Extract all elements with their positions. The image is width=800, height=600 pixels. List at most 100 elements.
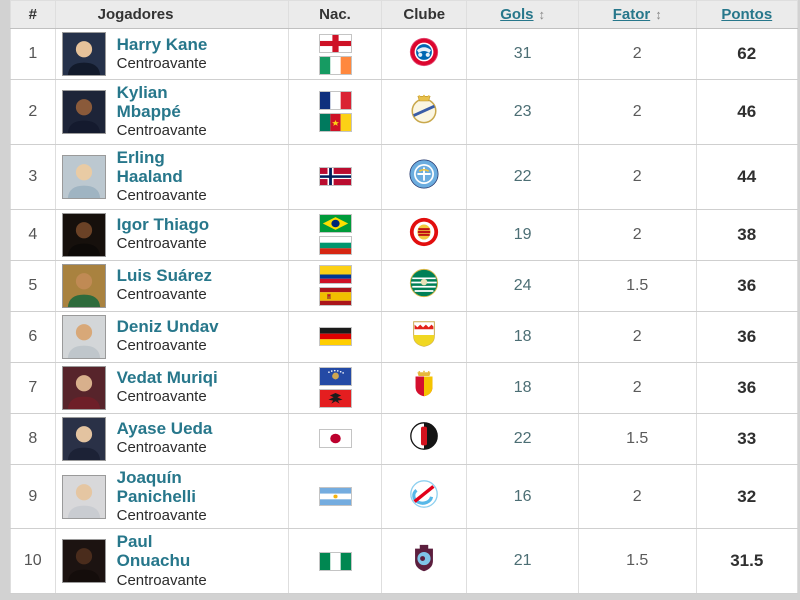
player-row: 1 Harry Kane Centroavante	[10, 28, 799, 80]
points-cell: 44	[695, 143, 799, 210]
flag-list	[293, 429, 377, 449]
player-position: Centroavante	[116, 286, 207, 304]
factor-cell: 2	[577, 463, 697, 530]
player-position: Centroavante	[116, 235, 207, 253]
player-name-link[interactable]: Paul Onuachu	[116, 532, 191, 571]
goals-cell: 21	[466, 528, 579, 595]
flag-list	[293, 265, 377, 307]
flag-list	[293, 214, 377, 256]
player-cell: Luis Suárez Centroavante	[54, 259, 289, 312]
club-cell	[381, 412, 468, 465]
player-photo	[61, 32, 106, 76]
club-badge-sporting-cp-icon	[408, 267, 440, 299]
flag-list	[293, 367, 377, 409]
points-value: 46	[737, 101, 757, 121]
rank-value: 7	[28, 378, 38, 396]
player-row: 5 Luis Suárez Centroavante	[10, 259, 799, 312]
player-row: 7 Vedat Muriqi Centroavante	[10, 361, 799, 414]
goals-cell: 24	[466, 259, 579, 312]
player-name-link[interactable]: Igor Thiago	[116, 215, 210, 235]
nationality-cell	[287, 79, 383, 145]
goals-value: 16	[513, 487, 532, 505]
player-photo	[61, 314, 106, 359]
player-cell: Paul Onuachu Centroavante	[54, 528, 289, 595]
club-badge-manchester-city-icon	[408, 158, 440, 190]
flag-germany-icon	[318, 327, 352, 347]
player-row: 4 Igor Thiago Centroavante	[10, 208, 799, 261]
club-cell	[381, 28, 468, 80]
club-badge-strasbourg-icon	[408, 478, 440, 510]
sort-points-link[interactable]: Pontos	[721, 6, 773, 23]
player-name-link[interactable]: Joaquín Panichelli	[116, 467, 196, 506]
sort-arrows-icon[interactable]: ↕	[538, 7, 546, 22]
rank-cell: 7	[10, 361, 56, 414]
flag-albania-icon	[318, 389, 352, 409]
rank-value: 8	[28, 429, 38, 447]
player-name-link[interactable]: Kylian Mbappé	[116, 83, 181, 122]
player-position: Centroavante	[116, 388, 207, 406]
points-cell: 46	[695, 79, 799, 145]
player-cell: Deniz Undav Centroavante	[54, 310, 289, 363]
goals-value: 18	[513, 327, 532, 345]
player-photo	[61, 212, 106, 257]
rank-cell: 5	[10, 259, 56, 312]
player-name-link[interactable]: Luis Suárez	[116, 266, 213, 286]
player-row: 6 Deniz Undav Centroavante	[10, 310, 799, 363]
flag-argentina-icon	[318, 487, 352, 507]
club-cell	[381, 259, 468, 312]
goals-cell: 22	[466, 412, 579, 465]
points-value: 32	[737, 486, 757, 506]
player-cell: Joaquín Panichelli Centroavante	[54, 463, 289, 530]
player-row: 3 Erling Haaland Centroavante	[10, 143, 799, 210]
points-cell: 62	[695, 28, 799, 80]
nationality-cell	[287, 259, 383, 312]
player-photo	[61, 416, 106, 461]
nationality-cell	[287, 463, 383, 530]
factor-value: 1.5	[626, 276, 649, 294]
points-cell: 38	[695, 208, 799, 261]
points-value: 36	[737, 326, 757, 346]
flag-cameroon-icon	[318, 113, 352, 133]
player-name-link[interactable]: Harry Kane	[116, 34, 208, 54]
player-position: Centroavante	[116, 186, 207, 204]
goals-cell: 18	[466, 310, 579, 363]
column-header-rank: #	[10, 0, 56, 29]
rank-cell: 1	[10, 28, 56, 80]
goals-value: 24	[513, 276, 532, 294]
nationality-cell	[287, 361, 383, 414]
club-cell	[381, 463, 468, 530]
flag-list	[293, 91, 377, 133]
goals-cell: 22	[466, 143, 579, 210]
rank-cell: 10	[10, 528, 56, 595]
club-badge-stuttgart-icon	[408, 318, 440, 350]
player-name-link[interactable]: Deniz Undav	[116, 317, 219, 337]
player-cell: Kylian Mbappé Centroavante	[54, 79, 289, 145]
club-cell	[381, 310, 468, 363]
flag-bulgaria-icon	[318, 236, 352, 256]
column-header-nationality: Nac.	[287, 0, 383, 29]
player-photo	[61, 154, 106, 199]
player-name-link[interactable]: Erling Haaland	[116, 147, 183, 186]
flag-list	[293, 327, 377, 347]
goals-cell: 23	[466, 79, 579, 145]
points-cell: 32	[695, 463, 799, 530]
player-name-link[interactable]: Ayase Ueda	[116, 419, 213, 439]
player-name-link[interactable]: Vedat Muriqi	[116, 368, 218, 388]
factor-cell: 2	[577, 28, 697, 80]
player-cell: Vedat Muriqi Centroavante	[54, 361, 289, 414]
club-cell	[381, 208, 468, 261]
sort-arrows-icon[interactable]: ↕	[655, 7, 662, 22]
sort-factor-link[interactable]: Fator	[612, 6, 651, 23]
nationality-cell	[287, 412, 383, 465]
sort-goals-link[interactable]: Gols	[500, 6, 534, 23]
club-cell	[381, 361, 468, 414]
goals-cell: 31	[466, 28, 579, 80]
rank-cell: 4	[10, 208, 56, 261]
nationality-cell	[287, 28, 383, 80]
player-photo	[61, 365, 106, 410]
flag-england-icon	[318, 33, 352, 53]
factor-cell: 1.5	[577, 528, 697, 595]
rank-value: 2	[28, 102, 38, 120]
factor-value: 2	[632, 225, 642, 243]
